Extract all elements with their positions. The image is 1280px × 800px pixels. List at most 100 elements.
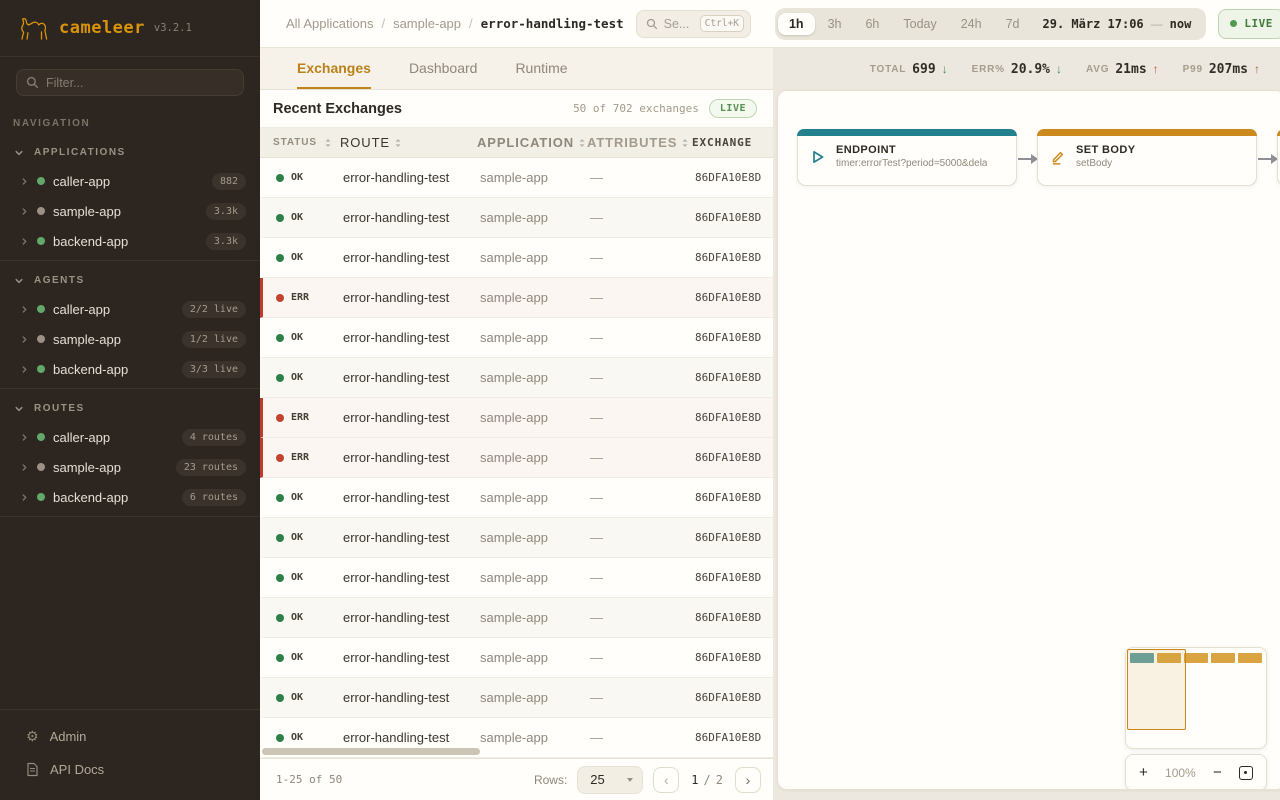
table-row[interactable]: OK error-handling-test sample-app — 86DF… — [260, 198, 773, 238]
application-cell: sample-app — [480, 170, 548, 185]
count-badge: 1/2 live — [181, 330, 246, 348]
status-label: ERR — [291, 452, 310, 463]
trend-down-icon: ↓ — [941, 62, 948, 76]
table-row[interactable]: OK error-handling-test sample-app — 86DF… — [260, 598, 773, 638]
route-cell: error-handling-test — [343, 570, 450, 585]
custom-date-range[interactable]: 29. März 17:06 — now — [1033, 17, 1204, 31]
section-header-applications[interactable]: APPLICATIONS — [0, 139, 260, 166]
sidebar-item-sample-app[interactable]: sample-app 3.3k — [0, 196, 260, 226]
item-name: sample-app — [53, 459, 121, 475]
section-applications: APPLICATIONS caller-app 882 sample-app 3… — [0, 133, 260, 261]
time-range-6h[interactable]: 6h — [865, 16, 880, 31]
attributes-cell: — — [590, 330, 603, 345]
table-row[interactable]: ERR error-handling-test sample-app — 86D… — [260, 438, 773, 478]
sidebar-item-backend-app-routes[interactable]: backend-app 6 routes — [0, 482, 260, 512]
application-cell: sample-app — [480, 530, 548, 545]
time-range-24h[interactable]: 24h — [960, 16, 982, 31]
sort-icon — [579, 138, 585, 147]
chevron-right-icon — [22, 335, 27, 343]
attributes-cell: — — [590, 410, 603, 425]
sort-icon — [325, 138, 331, 147]
sort-icon — [395, 138, 401, 147]
tab-exchanges[interactable]: Exchanges — [297, 48, 371, 89]
search-input[interactable] — [663, 16, 694, 31]
zoom-in-button[interactable]: + — [1139, 764, 1148, 781]
global-search[interactable]: Ctrl+K — [635, 9, 751, 38]
sidebar-item-caller-app-routes[interactable]: caller-app 4 routes — [0, 422, 260, 452]
sidebar-filter[interactable] — [16, 69, 244, 96]
status-label: OK — [291, 492, 304, 503]
minimap-node-bar — [1211, 653, 1235, 663]
horizontal-scrollbar[interactable] — [262, 748, 480, 755]
sidebar-item-caller-app[interactable]: caller-app 882 — [0, 166, 260, 196]
diagram-node-set-body[interactable]: SET BODY setBody — [1037, 129, 1257, 186]
tabs: Exchanges Dashboard Runtime — [260, 48, 773, 90]
column-header-status[interactable]: STATUS — [260, 137, 340, 148]
status-label: OK — [291, 572, 304, 583]
status-dot — [276, 733, 284, 742]
table-row[interactable]: ERR error-handling-test sample-app — 86D… — [260, 278, 773, 318]
exchange-id-cell: 86DFA10E8D — [695, 691, 762, 704]
sidebar-item-api-docs[interactable]: API Docs — [0, 753, 260, 786]
sidebar-item-backend-app-agents[interactable]: backend-app 3/3 live — [0, 354, 260, 384]
time-range-3h[interactable]: 3h — [827, 16, 842, 31]
column-header-attributes[interactable]: ATTRIBUTES — [587, 135, 692, 150]
time-range-today[interactable]: Today — [903, 16, 937, 31]
chevron-down-icon — [15, 406, 23, 411]
filter-input[interactable] — [46, 75, 234, 90]
live-toggle[interactable]: LIVE — [1218, 8, 1280, 39]
sidebar-item-backend-app[interactable]: backend-app 3.3k — [0, 226, 260, 256]
route-diagram-canvas[interactable]: ENDPOINT timer:errorTest?period=5000&del… — [777, 90, 1280, 790]
zoom-level: 100% — [1165, 765, 1196, 780]
sidebar-item-caller-app-agents[interactable]: caller-app 2/2 live — [0, 294, 260, 324]
time-range-1h[interactable]: 1h — [777, 12, 815, 35]
sidebar-item-admin[interactable]: ⚙ Admin — [0, 720, 260, 753]
minimap-node-bar — [1238, 653, 1262, 663]
table-row[interactable]: OK error-handling-test sample-app — 86DF… — [260, 358, 773, 398]
page-indicator: 1 / 2 — [691, 772, 723, 787]
time-range-7d[interactable]: 7d — [1005, 16, 1020, 31]
table-row[interactable]: OK error-handling-test sample-app — 86DF… — [260, 238, 773, 278]
table-row[interactable]: ERR error-handling-test sample-app — 86D… — [260, 398, 773, 438]
minimap-viewport[interactable] — [1127, 649, 1186, 730]
sidebar-item-sample-app-agents[interactable]: sample-app 1/2 live — [0, 324, 260, 354]
sidebar-item-sample-app-routes[interactable]: sample-app 23 routes — [0, 452, 260, 482]
breadcrumb-all-applications[interactable]: All Applications — [286, 16, 374, 31]
column-header-route[interactable]: ROUTE — [340, 135, 477, 150]
main-area: All Applications / sample-app / error-ha… — [260, 0, 1280, 800]
rows-per-page-select[interactable]: 25 — [577, 765, 644, 794]
route-cell: error-handling-test — [343, 290, 450, 305]
diagram-minimap[interactable] — [1125, 647, 1267, 749]
section-header-routes[interactable]: ROUTES — [0, 395, 260, 422]
route-cell: error-handling-test — [343, 610, 450, 625]
status-label: OK — [291, 732, 304, 743]
tab-dashboard[interactable]: Dashboard — [408, 59, 478, 76]
zoom-out-button[interactable]: − — [1212, 764, 1222, 781]
prev-page-button[interactable]: ‹ — [653, 766, 680, 793]
fit-view-icon[interactable] — [1238, 765, 1253, 780]
chevron-right-icon — [22, 433, 27, 441]
tab-runtime[interactable]: Runtime — [515, 59, 568, 76]
table-row[interactable]: OK error-handling-test sample-app — 86DF… — [260, 318, 773, 358]
table-row[interactable]: OK error-handling-test sample-app — 86DF… — [260, 158, 773, 198]
route-cell: error-handling-test — [343, 370, 450, 385]
section-routes: ROUTES caller-app 4 routes sample-app 23… — [0, 389, 260, 517]
column-header-exchange[interactable]: EXCHANGE — [692, 136, 753, 149]
breadcrumb-sample-app[interactable]: sample-app — [393, 16, 462, 31]
table-row[interactable]: OK error-handling-test sample-app — 86DF… — [260, 518, 773, 558]
application-cell: sample-app — [480, 610, 548, 625]
table-row[interactable]: OK error-handling-test sample-app — 86DF… — [260, 558, 773, 598]
chevron-right-icon — [22, 237, 27, 245]
exchange-id-cell: 86DFA10E8D — [695, 491, 762, 504]
exchange-id-cell: 86DFA10E8D — [695, 211, 762, 224]
next-page-button[interactable]: › — [735, 766, 761, 793]
table-row[interactable]: OK error-handling-test sample-app — 86DF… — [260, 678, 773, 718]
application-cell: sample-app — [480, 330, 548, 345]
diagram-node-endpoint[interactable]: ENDPOINT timer:errorTest?period=5000&del… — [797, 129, 1017, 186]
table-row[interactable]: OK error-handling-test sample-app — 86DF… — [260, 478, 773, 518]
attributes-cell: — — [590, 490, 603, 505]
table-row[interactable]: OK error-handling-test sample-app — 86DF… — [260, 638, 773, 678]
status-cell: OK — [263, 372, 343, 383]
section-header-agents[interactable]: AGENTS — [0, 267, 260, 294]
column-header-application[interactable]: APPLICATION — [477, 135, 587, 150]
